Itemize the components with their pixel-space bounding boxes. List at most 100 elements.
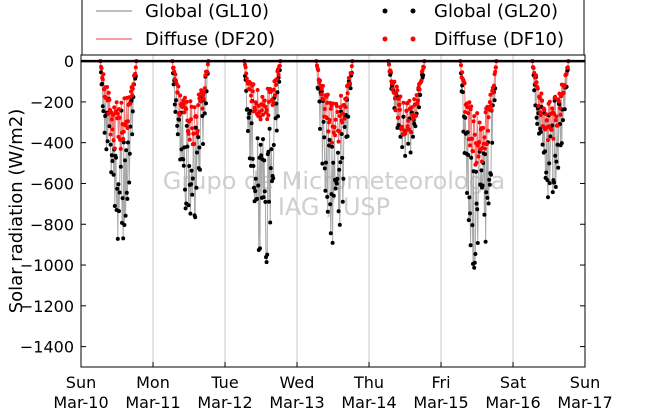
series-point-global-gl20 — [318, 126, 322, 131]
series-point-global-gl20 — [253, 176, 258, 181]
series-point-global-gl20 — [185, 144, 190, 149]
series-point-global-gl20 — [186, 203, 191, 208]
series-point-global-gl20 — [485, 195, 490, 200]
series-point-global-gl20 — [334, 181, 339, 186]
x-tick-label-date: Mar-11 — [125, 393, 180, 409]
series-point-global-gl20 — [181, 157, 186, 162]
series-point-global-gl20 — [421, 73, 426, 78]
series-point-global-gl20 — [117, 190, 122, 195]
series-point-global-gl20 — [472, 265, 477, 270]
series-point-global-gl20 — [316, 86, 321, 91]
series-point-global-gl20 — [109, 153, 114, 158]
series-point-diffuse-df10 — [465, 105, 470, 110]
series-point-diffuse-df10 — [121, 136, 126, 141]
series-point-global-gl20 — [250, 156, 255, 161]
series-point-diffuse-df10 — [110, 127, 115, 132]
series-point-diffuse-df10 — [187, 137, 192, 142]
series-point-diffuse-df10 — [393, 108, 398, 113]
series-point-global-gl20 — [262, 158, 267, 163]
series-point-diffuse-df10 — [536, 103, 541, 108]
series-point-diffuse-df10 — [255, 88, 260, 92]
series-point-global-gl20 — [265, 252, 270, 257]
legend-marker-gl20-b — [410, 8, 416, 14]
series-point-global-gl20 — [189, 168, 194, 173]
series-point-global-gl20 — [472, 260, 477, 265]
series-point-diffuse-df10 — [471, 149, 475, 154]
series-point-global-gl20 — [534, 115, 539, 120]
series-point-global-gl20 — [100, 104, 105, 109]
series-point-global-gl20 — [102, 130, 107, 135]
series-point-global-gl20 — [171, 82, 176, 87]
series-point-diffuse-df10 — [108, 132, 113, 137]
series-point-diffuse-df10 — [202, 90, 207, 95]
series-point-global-gl20 — [327, 143, 331, 148]
series-point-diffuse-df10 — [339, 93, 343, 98]
x-tick-label-day: Sat — [500, 373, 526, 392]
series-point-global-gl20 — [125, 196, 130, 201]
series-point-diffuse-df10 — [274, 82, 279, 87]
series-point-diffuse-df10 — [482, 135, 487, 140]
series-point-diffuse-df10 — [335, 110, 340, 114]
series-point-global-gl20 — [479, 168, 484, 173]
series-point-diffuse-df10 — [191, 131, 196, 136]
series-point-global-gl20 — [553, 185, 558, 189]
series-point-global-gl20 — [103, 114, 108, 118]
series-point-diffuse-df10 — [178, 93, 183, 98]
series-point-global-gl20 — [341, 176, 346, 181]
series-point-diffuse-df10 — [181, 102, 186, 106]
series-point-diffuse-df10 — [343, 105, 348, 110]
series-point-global-gl20 — [120, 196, 125, 201]
series-point-diffuse-df10 — [396, 115, 400, 120]
series-point-global-gl20 — [492, 98, 497, 103]
series-point-global-gl20 — [190, 192, 195, 197]
series-point-global-gl20 — [411, 134, 415, 139]
legend-label-df20: Diffuse (DF20) — [145, 29, 275, 50]
series-point-diffuse-df10 — [131, 82, 136, 87]
series-point-global-gl20 — [550, 123, 555, 128]
series-point-diffuse-df10 — [460, 70, 465, 75]
series-point-diffuse-df10 — [196, 103, 201, 108]
series-point-diffuse-df10 — [414, 93, 419, 98]
series-point-global-gl20 — [267, 199, 271, 204]
series-point-global-gl20 — [129, 98, 134, 103]
series-point-diffuse-df10 — [101, 72, 106, 77]
series-point-global-gl20 — [118, 164, 123, 169]
series-point-global-gl20 — [474, 201, 479, 206]
series-point-diffuse-df10 — [332, 125, 337, 130]
series-point-diffuse-df10 — [401, 100, 406, 105]
series-point-diffuse-df10 — [552, 111, 556, 116]
series-point-diffuse-df10 — [111, 138, 116, 143]
series-point-diffuse-df10 — [112, 105, 117, 110]
series-point-global-gl20 — [562, 107, 567, 112]
series-point-diffuse-df10 — [467, 100, 472, 105]
series-point-diffuse-df10 — [121, 129, 126, 134]
series-point-global-gl20 — [267, 126, 272, 131]
series-point-global-gl20 — [413, 124, 418, 129]
series-point-diffuse-df10 — [466, 111, 471, 116]
series-point-diffuse-df10 — [203, 73, 208, 78]
series-point-diffuse-df10 — [486, 115, 491, 120]
series-point-global-gl20 — [555, 142, 560, 147]
series-point-global-gl20 — [123, 158, 127, 163]
x-tick-label-date: Mar-10 — [53, 393, 108, 409]
series-point-diffuse-df10 — [106, 111, 111, 116]
series-point-diffuse-df10 — [493, 69, 498, 74]
series-point-global-gl20 — [183, 187, 187, 192]
series-point-global-gl20 — [486, 201, 491, 206]
series-point-diffuse-df10 — [243, 65, 248, 70]
series-point-diffuse-df10 — [189, 117, 193, 122]
series-point-global-gl20 — [115, 186, 120, 191]
series-point-diffuse-df10 — [263, 104, 268, 109]
series-point-global-gl20 — [400, 145, 405, 150]
series-point-diffuse-df10 — [271, 87, 276, 92]
x-tick-label-day: Wed — [280, 373, 315, 392]
series-point-global-gl20 — [327, 137, 332, 142]
series-point-global-gl20 — [127, 180, 132, 185]
series-point-global-gl20 — [330, 240, 335, 245]
series-point-global-gl20 — [266, 149, 271, 154]
series-point-diffuse-df10 — [387, 62, 391, 67]
series-point-global-gl20 — [173, 109, 178, 114]
series-point-global-gl20 — [268, 166, 273, 171]
series-point-global-gl20 — [408, 150, 413, 155]
series-point-global-gl20 — [253, 189, 258, 194]
